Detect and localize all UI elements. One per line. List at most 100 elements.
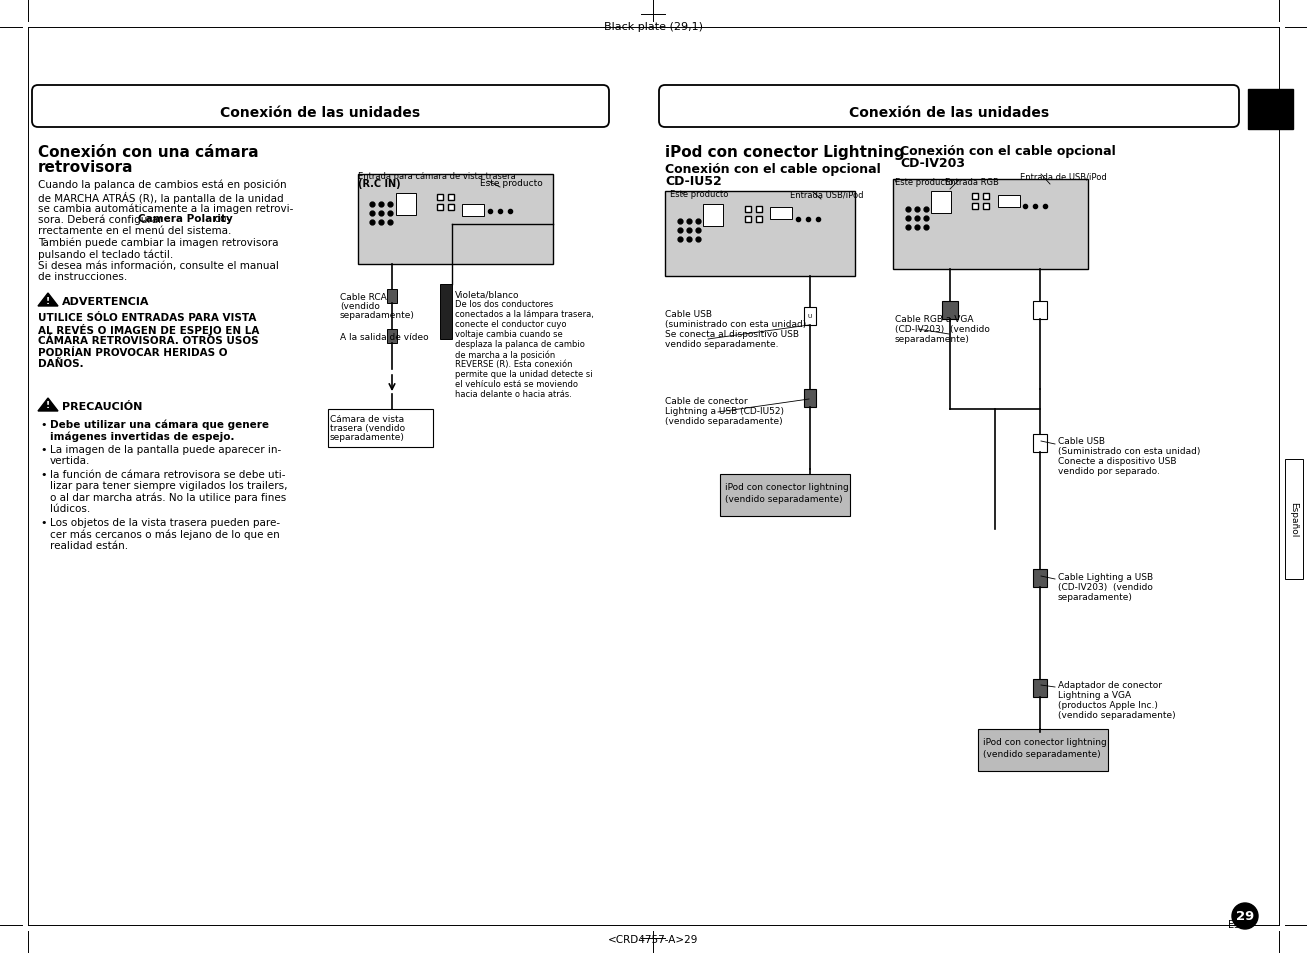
Text: separadamente): separadamente) xyxy=(1057,593,1133,601)
Bar xyxy=(396,193,416,215)
Text: Cable USB: Cable USB xyxy=(1057,436,1104,446)
Text: U: U xyxy=(808,314,812,319)
Text: ADVERTENCIA: ADVERTENCIA xyxy=(61,296,149,307)
Bar xyxy=(978,729,1108,771)
Text: (vendido separadamente): (vendido separadamente) xyxy=(725,495,843,503)
Text: (vendido separadamente): (vendido separadamente) xyxy=(983,749,1100,759)
Bar xyxy=(703,205,723,227)
Text: Este producto: Este producto xyxy=(895,178,953,187)
Text: conecte el conductor cuyo: conecte el conductor cuyo xyxy=(455,319,566,329)
Text: de marcha a la posición: de marcha a la posición xyxy=(455,350,555,359)
FancyBboxPatch shape xyxy=(31,86,609,128)
Text: Sección: Sección xyxy=(1255,92,1287,102)
Text: (CD-IV203)  (vendido: (CD-IV203) (vendido xyxy=(895,325,989,334)
Text: (CD-IV203)  (vendido: (CD-IV203) (vendido xyxy=(1057,582,1153,592)
Text: Entrada de USB/iPod: Entrada de USB/iPod xyxy=(1019,172,1107,181)
Text: Cable USB: Cable USB xyxy=(665,310,712,318)
Text: Violeta/blanco: Violeta/blanco xyxy=(455,290,519,298)
Text: A la salida de vídeo: A la salida de vídeo xyxy=(340,333,429,341)
Text: co-: co- xyxy=(210,214,230,224)
Text: de instrucciones.: de instrucciones. xyxy=(38,272,127,282)
Text: Entrada USB/iPod: Entrada USB/iPod xyxy=(789,190,864,199)
Text: (suministrado con esta unidad): (suministrado con esta unidad) xyxy=(665,319,806,329)
Text: se cambia automáticamente a la imagen retrovi-: se cambia automáticamente a la imagen re… xyxy=(38,203,293,213)
Text: Es: Es xyxy=(1229,919,1239,929)
Bar xyxy=(999,195,1019,208)
Text: desplaza la palanca de cambio: desplaza la palanca de cambio xyxy=(455,339,584,349)
Bar xyxy=(440,285,452,339)
Text: Cámara de vista: Cámara de vista xyxy=(329,415,404,423)
Text: iPod con conector Lightning: iPod con conector Lightning xyxy=(665,145,904,160)
Text: retrovisora: retrovisora xyxy=(38,160,133,174)
Text: !: ! xyxy=(46,401,50,410)
Text: Se conecta al dispositivo USB: Se conecta al dispositivo USB xyxy=(665,330,799,338)
Text: hacia delante o hacia atrás.: hacia delante o hacia atrás. xyxy=(455,390,572,398)
Text: pulsando el teclado táctil.: pulsando el teclado táctil. xyxy=(38,249,174,259)
Text: (Suministrado con esta unidad): (Suministrado con esta unidad) xyxy=(1057,447,1200,456)
Bar xyxy=(942,302,958,319)
Bar xyxy=(720,475,850,517)
Text: <CRD4757-A>29: <CRD4757-A>29 xyxy=(608,934,698,944)
Text: separadamente): separadamente) xyxy=(895,335,970,344)
Bar xyxy=(1285,459,1303,579)
Text: permite que la unidad detecte si: permite que la unidad detecte si xyxy=(455,370,592,378)
Text: Conexión con el cable opcional: Conexión con el cable opcional xyxy=(901,145,1116,158)
Text: Conexión de las unidades: Conexión de las unidades xyxy=(850,106,1050,120)
Text: lizar para tener siempre vigilados los trailers,: lizar para tener siempre vigilados los t… xyxy=(50,481,288,491)
Text: Conexión con una cámara: Conexión con una cámara xyxy=(38,145,259,160)
Text: (vendido: (vendido xyxy=(340,302,380,311)
Text: voltaje cambia cuando se: voltaje cambia cuando se xyxy=(455,330,563,338)
Text: Conecte a dispositivo USB: Conecte a dispositivo USB xyxy=(1057,456,1176,465)
Text: Lightning a USB (CD-IU52): Lightning a USB (CD-IU52) xyxy=(665,407,784,416)
Text: Conexión de las unidades: Conexión de las unidades xyxy=(220,106,420,120)
Bar xyxy=(328,410,433,448)
Text: el vehículo está se moviendo: el vehículo está se moviendo xyxy=(455,379,578,389)
Bar xyxy=(804,390,816,408)
Text: iPod con conector lightning: iPod con conector lightning xyxy=(725,482,848,492)
Text: Cable de conector: Cable de conector xyxy=(665,396,748,406)
Text: CÁMARA RETROVISORA. OTROS USOS: CÁMARA RETROVISORA. OTROS USOS xyxy=(38,335,259,346)
Text: Cuando la palanca de cambios está en posición: Cuando la palanca de cambios está en pos… xyxy=(38,180,286,191)
Text: UTILICE SÓLO ENTRADAS PARA VISTA: UTILICE SÓLO ENTRADAS PARA VISTA xyxy=(38,313,256,323)
Text: separadamente): separadamente) xyxy=(340,311,414,319)
Text: Español: Español xyxy=(1290,502,1298,537)
Bar xyxy=(1033,679,1047,698)
Text: realidad están.: realidad están. xyxy=(50,540,128,551)
Text: de MARCHA ATRÁS (R), la pantalla de la unidad: de MARCHA ATRÁS (R), la pantalla de la u… xyxy=(38,192,284,203)
Text: (R.C IN): (R.C IN) xyxy=(358,179,401,189)
Text: También puede cambiar la imagen retrovisora: También puede cambiar la imagen retrovis… xyxy=(38,237,278,248)
Text: Adaptador de conector: Adaptador de conector xyxy=(1057,680,1162,689)
Text: Entrada para cámara de vista trasera: Entrada para cámara de vista trasera xyxy=(358,172,516,181)
Text: la función de cámara retrovisora se debe uti-: la función de cámara retrovisora se debe… xyxy=(50,470,285,479)
Text: PRECAUCIÓN: PRECAUCIÓN xyxy=(61,401,142,412)
Bar xyxy=(1033,569,1047,587)
Text: (vendido separadamente): (vendido separadamente) xyxy=(1057,710,1175,720)
Text: Debe utilizar una cámara que genere: Debe utilizar una cámara que genere xyxy=(50,419,269,430)
Text: Entrada RGB: Entrada RGB xyxy=(945,178,999,187)
Text: Este producto: Este producto xyxy=(480,179,542,188)
Bar xyxy=(1033,435,1047,453)
Text: conectados a la lámpara trasera,: conectados a la lámpara trasera, xyxy=(455,310,593,318)
Bar xyxy=(461,205,484,216)
Bar xyxy=(387,330,397,344)
Bar xyxy=(770,208,792,220)
Text: trasera (vendido: trasera (vendido xyxy=(329,423,405,433)
Polygon shape xyxy=(38,294,58,307)
Polygon shape xyxy=(38,398,58,412)
Bar xyxy=(931,192,951,213)
Text: Cable RCA: Cable RCA xyxy=(340,293,387,302)
Text: (vendido separadamente): (vendido separadamente) xyxy=(665,416,783,426)
Bar xyxy=(1033,302,1047,319)
Bar xyxy=(358,174,553,265)
Text: !: ! xyxy=(46,296,50,305)
Text: Cable RGB a VGA: Cable RGB a VGA xyxy=(895,314,974,324)
Text: De los dos conductores: De los dos conductores xyxy=(455,299,553,309)
Text: Camera Polarity: Camera Polarity xyxy=(139,214,233,224)
Text: iPod con conector lightning: iPod con conector lightning xyxy=(983,738,1107,746)
Text: 29: 29 xyxy=(1236,909,1255,923)
Text: sora. Deberá configurar: sora. Deberá configurar xyxy=(38,214,166,225)
Text: vertida.: vertida. xyxy=(50,456,90,466)
Text: rrectamente en el menú del sistema.: rrectamente en el menú del sistema. xyxy=(38,226,231,235)
Text: separadamente): separadamente) xyxy=(329,433,405,441)
Text: •: • xyxy=(41,444,47,455)
